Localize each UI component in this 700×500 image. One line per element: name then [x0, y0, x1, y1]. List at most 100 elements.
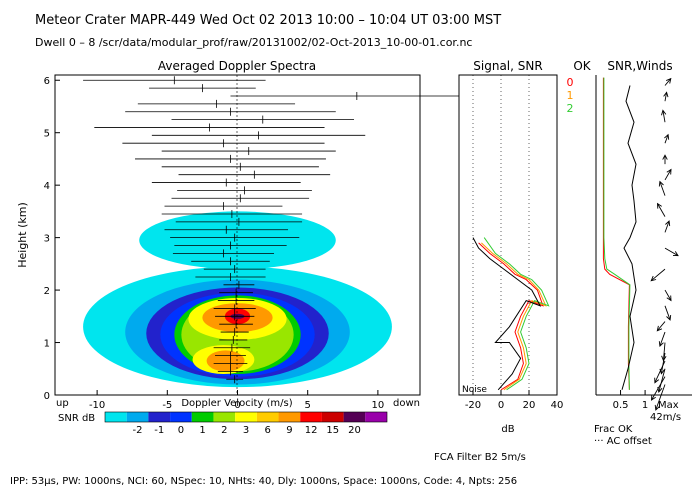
- wind-bar-25: [151, 178, 301, 187]
- wind-bar-34: [125, 107, 336, 116]
- colorbar-cell-11: [343, 412, 366, 422]
- wind-bar-22: [164, 202, 283, 211]
- colorbar-cell-2: [148, 412, 171, 422]
- winds-series-frac_ok_2: [603, 77, 631, 390]
- colorbar-cell-6: [235, 412, 257, 422]
- colorbar-cell-5: [213, 412, 236, 422]
- colorbar-cell-8: [278, 412, 301, 422]
- colorbar-cell-12: [365, 412, 387, 422]
- signal-xtick-1: 0: [498, 400, 504, 411]
- winds-xtick-1: 1: [642, 400, 648, 411]
- spectra-xtick-2: 0: [234, 400, 240, 411]
- colorbar-cell-1: [126, 412, 149, 422]
- wind-bar-26: [178, 170, 331, 179]
- signal-series-0: [478, 242, 544, 391]
- wind-arrow-13: [656, 202, 666, 217]
- spectra-x-ticks: -10 -5 0 5 10: [89, 390, 384, 411]
- colorbar-label: SNR dB: [58, 413, 95, 424]
- winds-title: SNR,Winds: [607, 59, 672, 73]
- wind-bar-35: [137, 99, 296, 108]
- colorbar-ticks: -2 -1 0 1 2 3 6 9 12 15 20: [133, 425, 361, 436]
- wind-bar-32: [94, 123, 325, 132]
- winds-panel: SNR,Winds 0.5 1 Frac OK ··· AC offset Max…: [594, 59, 692, 447]
- wind-bar-37: [149, 84, 256, 93]
- signal-gridlines: [472, 75, 530, 395]
- snr-contour-10: [206, 350, 245, 372]
- spectra-y-ticks: 0 1 2 3 4 5 6: [44, 76, 60, 402]
- winds-plot-area: [596, 75, 692, 395]
- colorbar-cell-3: [170, 412, 192, 422]
- wind-arrow-9: [664, 289, 672, 302]
- wind-estimate-bars: [83, 76, 484, 384]
- colorbar-tick-3: 1: [199, 425, 205, 436]
- wind-arrow-2: [657, 368, 666, 393]
- signal-series-2: [483, 237, 550, 391]
- signal-xtick-3: 40: [551, 400, 564, 411]
- header-title: Meteor Crater MAPR-449 Wed Oct 02 2013 1…: [35, 13, 501, 28]
- wind-bar-3: [215, 351, 246, 360]
- spectra-contours: [83, 211, 392, 388]
- spectra-title: Averaged Doppler Spectra: [158, 59, 316, 73]
- wind-arrow-19: [663, 91, 669, 102]
- wind-arrow-11: [664, 247, 679, 257]
- wind-bar-4: [213, 343, 251, 352]
- signal-x-ticks: -20 0 20 40: [465, 390, 564, 411]
- colorbar-tick-2: 0: [178, 425, 184, 436]
- signal-xtick-0: -20: [465, 400, 481, 411]
- wind-bar-21: [161, 210, 303, 219]
- wind-bar-19: [164, 225, 289, 234]
- spectra-xtick-0: -10: [89, 400, 105, 411]
- noise-label: Noise: [462, 385, 487, 395]
- winds-series-snr_profile: [621, 85, 637, 390]
- spectra-ytick-0: 0: [44, 391, 50, 402]
- spectra-panel: Averaged Doppler Spectra -10 -5 0 5 10 0 1 2 3 4…: [16, 59, 484, 411]
- signal-legend: 012: [567, 76, 574, 115]
- spectra-ytick-6: 6: [44, 76, 50, 87]
- signal-plot-area: [459, 75, 557, 395]
- wind-bar-38: [83, 76, 266, 85]
- wind-arrow-14: [658, 180, 666, 196]
- wind-bar-5: [219, 335, 248, 344]
- wind-bar-11: [219, 288, 253, 297]
- signal-legend-1: 1: [567, 89, 574, 102]
- frac-ok-label: Frac OK: [594, 424, 633, 435]
- signal-legend-0: 0: [567, 76, 574, 89]
- colorbar-cell-9: [300, 412, 322, 422]
- spectra-xtick-4: 10: [372, 400, 385, 411]
- wind-arrow-4: [659, 352, 666, 375]
- wind-arrow-12: [664, 220, 671, 233]
- header-path: Dwell 0 – 8 /scr/data/modular_prof/raw/2…: [35, 36, 472, 49]
- colorbar-tick-0: -2: [133, 425, 143, 436]
- winds-lines: [602, 77, 637, 390]
- wind-bar-36: [230, 91, 484, 100]
- filter-note: FCA Filter B2 5m/s: [434, 452, 526, 463]
- spectra-ytick-3: 3: [44, 234, 50, 245]
- wind-arrow-20: [664, 77, 672, 86]
- wind-bar-20: [175, 217, 303, 226]
- wind-bar-9: [213, 304, 256, 313]
- spectra-ytick-2: 2: [44, 286, 50, 297]
- signal-series-signal: [472, 237, 542, 391]
- wind-bar-17: [174, 241, 287, 250]
- wind-bar-30: [122, 139, 325, 148]
- wind-bar-29: [161, 147, 336, 156]
- colorbar-tick-5: 3: [243, 425, 249, 436]
- wind-bar-13: [195, 272, 266, 281]
- spectra-ylabel: Height (km): [16, 202, 29, 268]
- spectra-xlabel: Doppler Velocity (m/s): [181, 398, 292, 409]
- wind-arrow-0: [654, 384, 666, 411]
- signal-frame: [458, 74, 558, 396]
- wind-bar-12: [223, 280, 255, 289]
- wind-bar-2: [213, 359, 248, 368]
- wind-arrow-17: [664, 133, 670, 144]
- signal-lines: [472, 237, 550, 391]
- wind-bar-27: [161, 162, 319, 171]
- down-label: down: [393, 398, 420, 409]
- signal-title: Signal, SNR: [473, 59, 542, 73]
- colorbar-tick-7: 9: [286, 425, 292, 436]
- wind-bar-28: [135, 154, 326, 163]
- colorbar-tick-6: 6: [265, 425, 271, 436]
- colorbar-cell-7: [256, 412, 279, 422]
- wind-bar-24: [177, 186, 312, 195]
- spectra-xtick-3: 5: [305, 400, 311, 411]
